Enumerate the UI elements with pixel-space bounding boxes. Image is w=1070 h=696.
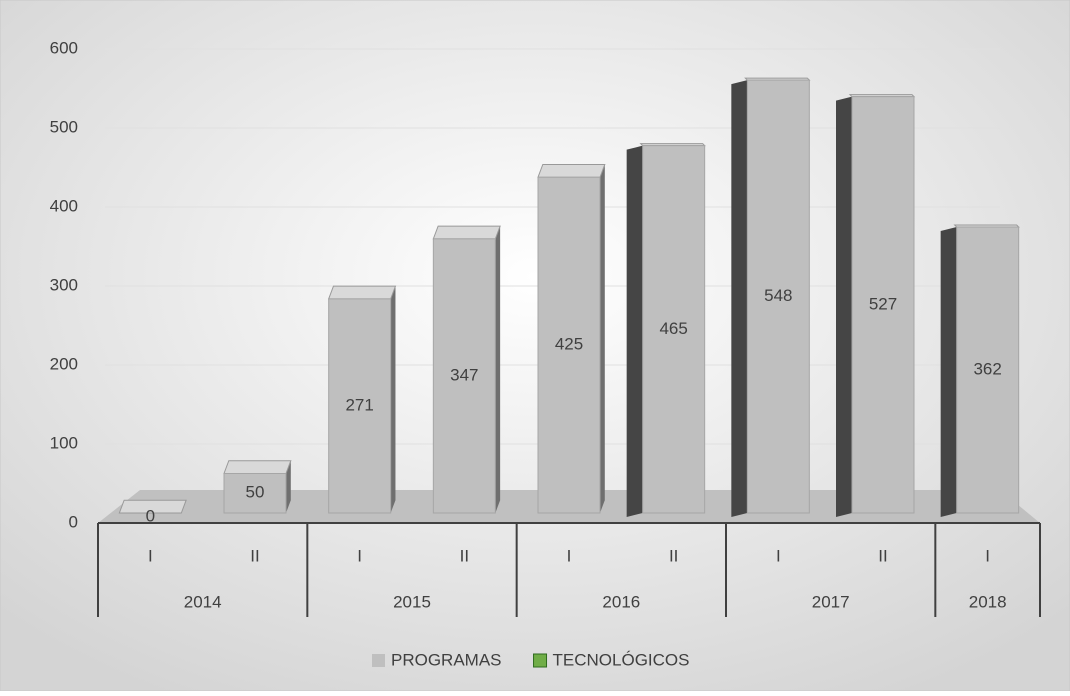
bar xyxy=(746,79,810,514)
x-group-label: 2016 xyxy=(602,592,640,611)
bar-side xyxy=(495,226,501,513)
bar-side xyxy=(731,80,748,517)
bar xyxy=(642,145,706,514)
x-group-label: 2017 xyxy=(812,592,850,611)
x-tick-label: I xyxy=(357,546,362,565)
data-label: 425 xyxy=(555,335,583,354)
x-tick-label: I xyxy=(776,546,781,565)
x-tick-label: II xyxy=(669,546,678,565)
legend-label: TECNOLÓGICOS xyxy=(553,650,690,669)
bar-top xyxy=(327,285,397,300)
x-group-label: 2014 xyxy=(184,592,222,611)
x-tick-label: I xyxy=(148,546,153,565)
x-tick-label: II xyxy=(878,546,887,565)
legend-label: PROGRAMAS xyxy=(391,650,502,669)
y-tick-label: 300 xyxy=(50,275,78,294)
bar-side xyxy=(390,286,396,513)
bar-top xyxy=(432,225,501,240)
bar-side xyxy=(286,460,291,513)
data-label: 347 xyxy=(450,365,478,384)
data-label: 0 xyxy=(146,506,155,525)
legend-swatch xyxy=(533,653,548,668)
bar-side xyxy=(836,96,852,518)
data-label: 548 xyxy=(764,286,792,305)
y-tick-label: 0 xyxy=(69,512,78,531)
y-tick-label: 200 xyxy=(50,354,78,373)
bar-side xyxy=(626,145,643,517)
data-label: 362 xyxy=(973,359,1001,378)
x-tick-label: II xyxy=(460,546,469,565)
bar xyxy=(432,238,496,514)
data-label: 50 xyxy=(246,483,265,502)
data-label: 465 xyxy=(659,319,687,338)
y-tick-label: 600 xyxy=(50,38,78,57)
bar-top xyxy=(223,460,292,474)
x-tick-label: I xyxy=(567,546,572,565)
bar-top xyxy=(118,499,187,514)
bar xyxy=(537,176,601,514)
x-tick-label: I xyxy=(985,546,990,565)
data-label: 527 xyxy=(869,294,897,313)
x-tick-label: II xyxy=(250,546,259,565)
bar xyxy=(223,473,287,514)
bar-side xyxy=(940,227,957,517)
y-tick-label: 500 xyxy=(50,117,78,136)
bar xyxy=(851,96,915,514)
bar-side xyxy=(600,164,605,513)
x-group-label: 2018 xyxy=(969,592,1007,611)
data-label: 271 xyxy=(345,395,373,414)
bar xyxy=(956,226,1020,514)
x-group-label: 2015 xyxy=(393,592,431,611)
bar-top xyxy=(537,163,606,178)
y-tick-label: 100 xyxy=(50,433,78,452)
legend-swatch xyxy=(372,654,385,667)
y-tick-label: 400 xyxy=(50,196,78,215)
bar xyxy=(328,298,392,514)
